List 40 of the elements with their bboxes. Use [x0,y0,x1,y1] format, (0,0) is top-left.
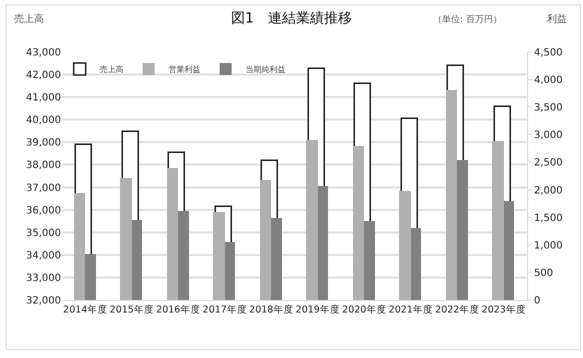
y-tick-label: 33,000 [26,272,61,284]
x-tick-label: 2015年度 [110,303,154,316]
x-tick-label: 2017年度 [202,303,247,316]
x-tick-label: 2019年度 [296,303,340,316]
y-tick-label: 42,000 [26,70,61,82]
y2-axis-title: 利益 [547,13,567,25]
x-tick-label: 2016年度 [156,303,200,316]
y2-tick-label: 4,000 [534,75,563,86]
y2-tick-label: 3,500 [534,102,563,114]
y-tick-label: 36,000 [26,205,61,216]
x-tick-label: 2023年度 [482,303,526,316]
y-tick-label: 41,000 [26,92,61,104]
chart-title: 図1 連結業績推移 [231,10,352,26]
y-tick-label: 38,000 [26,160,61,172]
legend-label: 営業利益 [168,65,201,74]
y-tick-label: 39,000 [26,138,61,149]
y2-tick-label: 3,000 [534,130,563,142]
y2-tick-label: 2,000 [534,185,563,196]
y-tick-label: 32,000 [26,296,61,306]
y2-tick-label: 4,500 [534,48,563,58]
legend-label: 売上高 [100,65,124,74]
y2-tick-label: 0 [534,296,540,306]
y-tick-label: 37,000 [26,182,61,194]
bar [411,228,421,300]
legend-label: 当期純利益 [246,65,286,74]
y-tick-label: 40,000 [26,115,61,126]
x-tick-label: 2020年度 [342,303,386,316]
x-tick-label: 2021年度 [388,303,433,316]
y-axis-title: 売上高 [14,13,44,25]
text: （単位: 百万円） [433,14,502,25]
x-tick-label: 2014年度 [63,303,108,316]
y2-tick-label: 1,000 [534,240,563,252]
y2-tick-label: 500 [534,268,554,279]
x-tick-label: 2018年度 [249,303,294,316]
y-tick-label: 34,000 [26,250,61,262]
y2-tick-label: 1,500 [534,212,563,224]
y-tick-label: 35,000 [26,228,61,239]
x-tick-label: 2022年度 [435,303,480,316]
y-tick-label: 43,000 [26,48,61,58]
y2-tick-label: 2,500 [534,158,563,169]
